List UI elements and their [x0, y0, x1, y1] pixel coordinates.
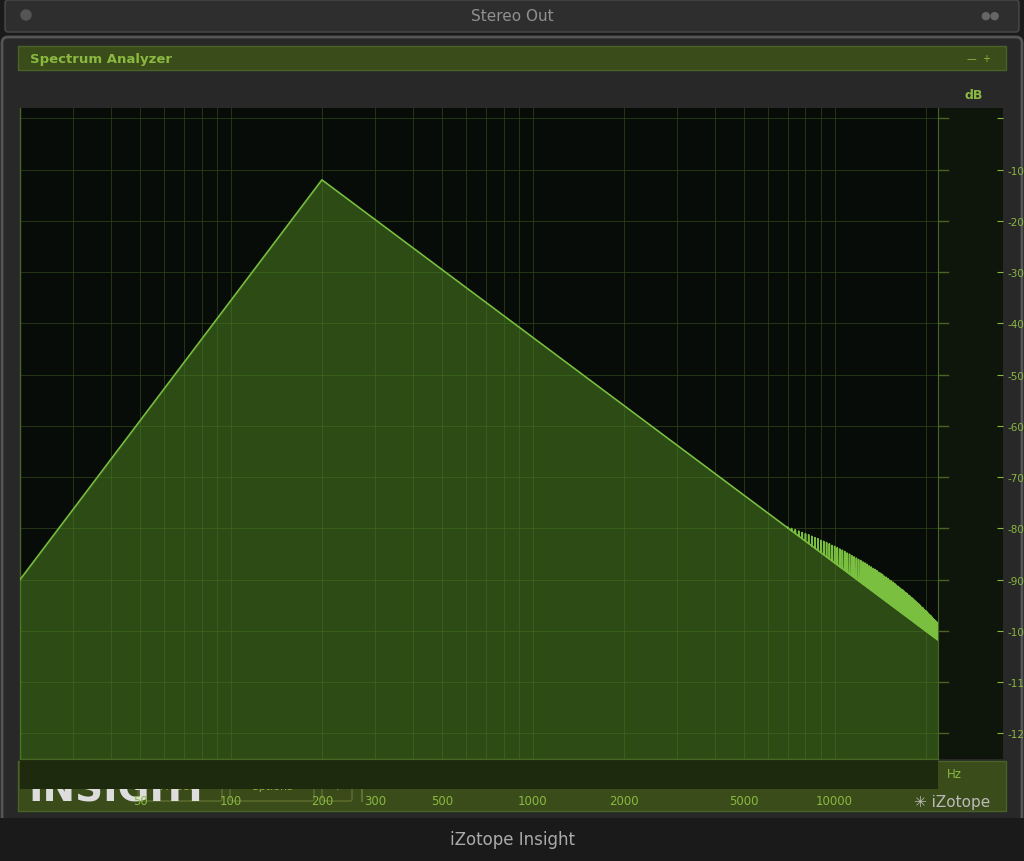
- Bar: [18, 761, 1006, 811]
- Text: Spectrum Analyzer: Spectrum Analyzer: [30, 53, 172, 65]
- FancyBboxPatch shape: [2, 38, 1022, 827]
- Bar: [0, 818, 1024, 861]
- Text: INSIGHT: INSIGHT: [28, 771, 209, 809]
- FancyBboxPatch shape: [138, 771, 222, 801]
- Text: Stereo Out: Stereo Out: [471, 9, 553, 23]
- Circle shape: [22, 11, 31, 21]
- Text: dB: dB: [965, 90, 983, 102]
- Text: ●●: ●●: [981, 11, 1000, 21]
- Text: ✳ iZotope: ✳ iZotope: [913, 794, 990, 809]
- Text: ?: ?: [334, 781, 340, 791]
- Text: iZotope Insight: iZotope Insight: [450, 831, 574, 848]
- Text: Hz: Hz: [947, 768, 963, 781]
- FancyBboxPatch shape: [5, 1, 1019, 33]
- Text: —  +: — +: [967, 54, 991, 64]
- Bar: [18, 47, 1006, 71]
- FancyBboxPatch shape: [230, 771, 314, 801]
- Text: Presets: Presets: [160, 781, 201, 791]
- FancyBboxPatch shape: [322, 771, 352, 801]
- Text: Options: Options: [251, 781, 294, 791]
